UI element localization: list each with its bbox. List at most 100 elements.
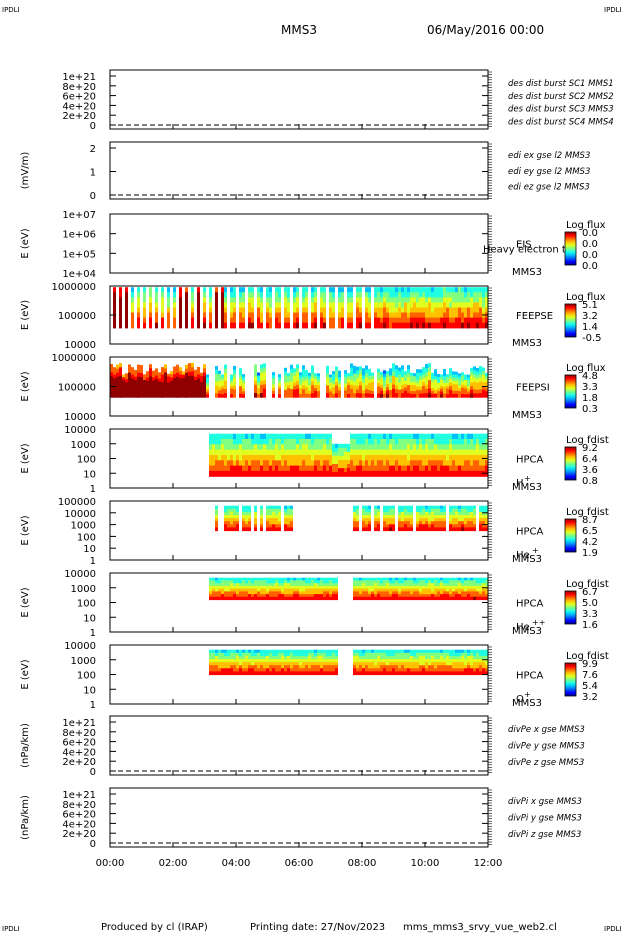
heatmap-cell	[227, 527, 230, 532]
heatmap-cell	[224, 511, 227, 516]
heatmap-cell	[305, 588, 308, 592]
heatmap-cell	[239, 375, 242, 380]
heatmap-cell	[119, 297, 122, 303]
heatmap-cell	[308, 460, 311, 467]
heatmap-cell	[374, 460, 377, 467]
heatmap-cell	[398, 433, 401, 440]
heatmap-cell	[230, 292, 233, 298]
heatmap-cell	[137, 364, 140, 370]
heatmap-cell	[461, 583, 464, 587]
heatmap-cell	[434, 455, 437, 461]
heatmap-cell	[239, 439, 242, 445]
colorbar-title: Log flux	[566, 363, 606, 374]
heatmap-cell	[344, 455, 347, 461]
heatmap-cell	[425, 393, 428, 398]
heatmap-cell	[410, 521, 413, 525]
heatmap-cell	[341, 287, 344, 293]
heatmap-cell	[125, 388, 128, 392]
y-axis-label: E (eV)	[20, 515, 31, 545]
heatmap-cell	[458, 583, 461, 587]
heatmap-cell	[410, 394, 413, 398]
heatmap-cell	[386, 665, 389, 669]
heatmap-cell	[248, 659, 251, 663]
heatmap-cell	[299, 662, 302, 666]
heatmap-cell	[377, 524, 380, 528]
heatmap-cell	[224, 662, 227, 666]
heatmap-cell	[425, 372, 428, 377]
heatmap-cell	[254, 596, 257, 601]
heatmap-cell	[431, 372, 434, 377]
heatmap-cell	[242, 577, 245, 581]
plot-frame	[109, 715, 489, 776]
heatmap-cell	[431, 588, 434, 592]
heatmap-cell	[389, 508, 392, 513]
spacecraft-label: MMS3	[512, 410, 542, 421]
heatmap-cell	[224, 307, 227, 314]
heatmap-cell	[335, 655, 338, 660]
heatmap-cell	[461, 455, 464, 461]
heatmap-cell	[431, 671, 434, 676]
heatmap-cell	[245, 508, 248, 513]
heatmap-cell	[338, 317, 341, 324]
heatmap-cell	[269, 455, 272, 461]
heatmap-cell	[218, 377, 221, 382]
heatmap-cell	[395, 577, 398, 581]
heatmap-cell	[308, 455, 311, 461]
heatmap-cell	[440, 594, 443, 598]
heatmap-cell	[254, 372, 257, 378]
heatmap-cell	[278, 292, 281, 298]
heatmap-cell	[239, 287, 242, 293]
heatmap-cell	[320, 317, 323, 324]
heatmap-cell	[428, 363, 431, 368]
heatmap-cell	[116, 393, 119, 398]
heatmap-cell	[305, 317, 308, 324]
heatmap-cell	[314, 292, 317, 298]
heatmap-cell	[473, 297, 476, 303]
heatmap-cell	[410, 524, 413, 528]
heatmap-cell	[335, 468, 338, 473]
heatmap-cell	[359, 665, 362, 669]
heatmap-cell	[122, 380, 125, 384]
heatmap-cell	[374, 671, 377, 676]
heatmap-cell	[284, 322, 287, 329]
heatmap-cell	[437, 439, 440, 445]
heatmap-cell	[284, 591, 287, 595]
heatmap-cell	[287, 376, 290, 380]
heatmap-cell	[476, 665, 479, 669]
heatmap-cell	[473, 292, 476, 298]
heatmap-cell	[260, 668, 263, 672]
heatmap-cell	[335, 443, 338, 449]
heatmap-cell	[260, 444, 263, 451]
figure-header: IPDLI IPDLI IPDLI IPDLI MMS3 06/May/2016…	[2, 6, 622, 933]
heatmap-cell	[236, 588, 239, 592]
heatmap-cell	[278, 577, 281, 581]
heatmap-cell	[467, 577, 470, 581]
heatmap-cell	[440, 671, 443, 676]
heatmap-cell	[431, 460, 434, 467]
heatmap-cell	[446, 580, 449, 584]
heatmap-cell	[419, 527, 422, 532]
heatmap-cell	[272, 375, 275, 379]
heatmap-cell	[368, 594, 371, 598]
heatmap-cell	[461, 390, 464, 395]
heatmap-cell	[176, 372, 179, 378]
heatmap-cell	[179, 322, 182, 329]
heatmap-cell	[203, 317, 206, 324]
heatmap-cell	[371, 439, 374, 445]
heatmap-cell	[224, 368, 227, 374]
heatmap-cell	[407, 655, 410, 660]
heatmap-cell	[242, 439, 245, 445]
instrument-label: FEEPSE	[516, 311, 553, 322]
species-label: O	[516, 694, 524, 705]
heatmap-cell	[446, 394, 449, 398]
heatmap-cell	[473, 389, 476, 394]
heatmap-cell	[143, 292, 146, 298]
heatmap-cell	[473, 381, 476, 387]
heatmap-cell	[356, 662, 359, 666]
heatmap-cell	[455, 390, 458, 395]
heatmap-cell	[221, 322, 224, 329]
heatmap-cell	[317, 379, 320, 383]
heatmap-cell	[407, 515, 410, 519]
heatmap-cell	[398, 652, 401, 657]
heatmap-cell	[314, 585, 317, 590]
